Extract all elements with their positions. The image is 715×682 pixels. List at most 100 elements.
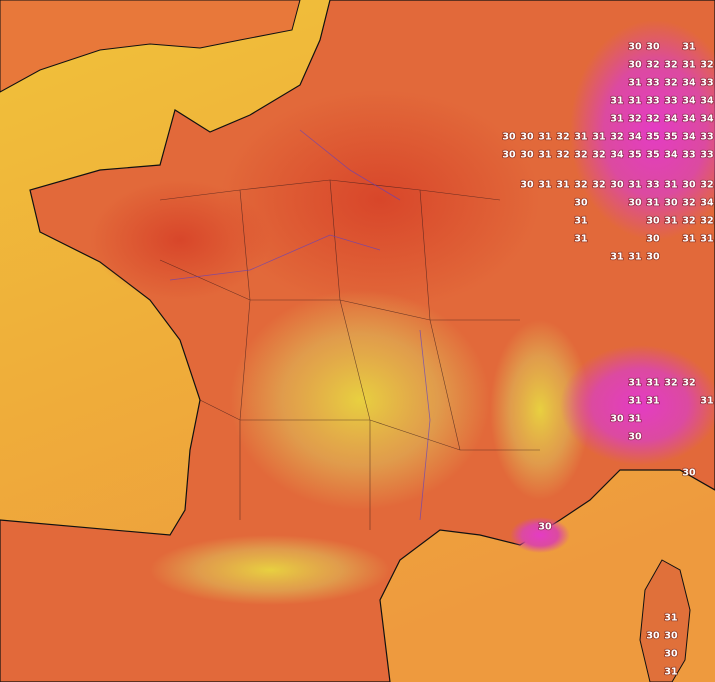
temperature-label: 30: [664, 649, 678, 660]
temperature-label: 31: [538, 180, 551, 191]
temperature-label: 33: [646, 96, 659, 107]
temperature-label: 31: [664, 216, 677, 227]
rhine-hot-area: [570, 20, 715, 240]
temperature-label: 30: [502, 132, 516, 143]
temperature-label: 31: [664, 667, 677, 678]
temperature-label: 31: [664, 613, 677, 624]
temperature-label: 33: [646, 78, 659, 89]
temperature-label: 32: [574, 180, 587, 191]
temperature-label: 30: [628, 432, 642, 443]
corsica: [639, 559, 691, 682]
temperature-label: 34: [664, 150, 678, 161]
massif-central: [230, 290, 490, 510]
temperature-label: 32: [664, 78, 677, 89]
temperature-label: 34: [628, 132, 642, 143]
temperature-label: 31: [610, 114, 623, 125]
temperature-label: 34: [682, 132, 696, 143]
temperature-label: 33: [682, 150, 695, 161]
temperature-label: 34: [682, 96, 696, 107]
temperature-label: 30: [646, 42, 660, 53]
temperature-label: 31: [646, 378, 659, 389]
temperature-label: 31: [574, 216, 587, 227]
temperature-label: 30: [628, 60, 642, 71]
temperature-label: 32: [592, 180, 605, 191]
temperature-label: 35: [646, 150, 659, 161]
temperature-label: 30: [682, 468, 696, 479]
temperature-label: 30: [574, 198, 588, 209]
temperature-label: 30: [610, 180, 624, 191]
temperature-label: 31: [610, 252, 623, 263]
temperature-label: 32: [682, 198, 695, 209]
temperature-label: 31: [628, 96, 641, 107]
temperature-label: 32: [700, 180, 713, 191]
regional-borders: [159, 179, 540, 530]
temperature-label: 30: [646, 252, 660, 263]
temperature-label: 32: [556, 132, 569, 143]
temperature-label: 32: [646, 114, 659, 125]
temperature-label: 34: [664, 114, 678, 125]
pyrenees: [150, 535, 390, 605]
temperature-label: 32: [592, 150, 605, 161]
temperature-label: 34: [682, 114, 696, 125]
temperature-label: 31: [664, 180, 677, 191]
temperature-label: 31: [682, 60, 695, 71]
temperature-label: 31: [538, 132, 551, 143]
temperature-label: 30: [664, 631, 678, 642]
temperature-label: 30: [646, 216, 660, 227]
temperature-label: 31: [538, 150, 551, 161]
temperature-label: 31: [628, 414, 641, 425]
north-warm-area: [220, 90, 540, 310]
temperature-label: 31: [628, 252, 641, 263]
temperature-label: 35: [628, 150, 641, 161]
temperature-label: 34: [700, 114, 714, 125]
temperature-label: 32: [556, 150, 569, 161]
temperature-label: 33: [646, 180, 659, 191]
temperature-label: 32: [682, 216, 695, 227]
temperature-label: 31: [556, 180, 569, 191]
temperature-label: 31: [574, 132, 587, 143]
temperature-label: 32: [664, 378, 677, 389]
temperature-label: 34: [682, 78, 696, 89]
temperature-label: 30: [538, 522, 552, 533]
temperature-label: 30: [502, 150, 516, 161]
temperature-label: 30: [664, 198, 678, 209]
temperature-label: 34: [700, 198, 714, 209]
temperature-label: 30: [646, 234, 660, 245]
po-hot-area: [560, 345, 715, 465]
rivers: [169, 129, 431, 521]
temperature-label: 33: [700, 132, 713, 143]
temperature-label: 32: [628, 114, 641, 125]
temperature-label: 35: [646, 132, 659, 143]
temperature-label: 30: [610, 414, 624, 425]
temperature-label: 31: [574, 234, 587, 245]
temperature-label: 30: [628, 42, 642, 53]
temperature-label: 30: [682, 180, 696, 191]
temperature-label: 35: [664, 132, 677, 143]
temperature-label: 31: [700, 234, 713, 245]
temperature-label: 31: [646, 198, 659, 209]
temperature-label: 32: [610, 132, 623, 143]
temperature-label: 32: [574, 150, 587, 161]
temperature-label: 31: [592, 132, 605, 143]
temperature-label: 31: [646, 396, 659, 407]
temperature-label: 31: [682, 234, 695, 245]
coast-hot-area: [510, 517, 570, 553]
temperature-labels: 30 30 31 30 32 32 31 32 31 33 32 34 33 31 31 33 33 34 34 31…: [502, 41, 715, 679]
temperature-label: 34: [700, 96, 714, 107]
temperature-label: 32: [700, 216, 713, 227]
temperature-label: 32: [646, 60, 659, 71]
temperature-label: 33: [664, 96, 677, 107]
temperature-label: 33: [700, 78, 713, 89]
england: [0, 0, 301, 93]
temperature-label: 32: [682, 378, 695, 389]
temperature-label: 30: [520, 150, 534, 161]
temperature-label: 33: [700, 150, 713, 161]
temperature-label: 31: [700, 396, 713, 407]
temperature-label: 31: [628, 78, 641, 89]
temperature-label: 31: [628, 180, 641, 191]
temperature-label: 32: [664, 60, 677, 71]
temperature-label: 34: [610, 150, 624, 161]
temperature-label: 30: [646, 631, 660, 642]
